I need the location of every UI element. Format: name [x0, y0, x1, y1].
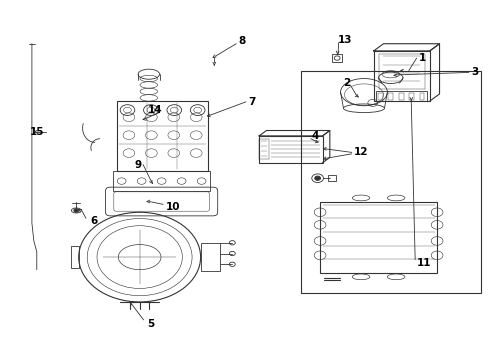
Text: 4: 4	[311, 131, 319, 141]
Text: 2: 2	[343, 78, 350, 88]
Bar	[117, 101, 208, 171]
Circle shape	[74, 209, 79, 212]
Text: 10: 10	[165, 202, 180, 212]
Bar	[387, 93, 392, 100]
Bar	[375, 91, 427, 101]
Bar	[259, 136, 322, 163]
Text: 12: 12	[353, 147, 368, 157]
Bar	[71, 246, 79, 268]
Bar	[377, 93, 382, 100]
Text: 11: 11	[416, 258, 430, 268]
Text: 9: 9	[134, 159, 141, 170]
Circle shape	[314, 176, 320, 180]
Bar	[113, 171, 210, 192]
Bar	[378, 54, 424, 89]
Text: 8: 8	[238, 36, 245, 46]
Bar	[331, 54, 341, 62]
Text: 7: 7	[248, 97, 255, 107]
Text: 1: 1	[418, 53, 426, 63]
Bar	[200, 243, 220, 271]
Bar	[320, 202, 436, 273]
Bar	[373, 51, 429, 101]
Text: 6: 6	[90, 216, 97, 226]
Text: 13: 13	[337, 35, 352, 45]
Bar	[408, 93, 413, 100]
Bar	[328, 175, 335, 181]
Text: 5: 5	[147, 319, 154, 329]
Bar	[300, 71, 480, 293]
Bar	[398, 93, 403, 100]
Text: 14: 14	[148, 105, 162, 115]
Bar	[419, 93, 424, 100]
Text: 15: 15	[30, 127, 44, 136]
Bar	[259, 139, 268, 159]
Text: 3: 3	[470, 67, 478, 77]
